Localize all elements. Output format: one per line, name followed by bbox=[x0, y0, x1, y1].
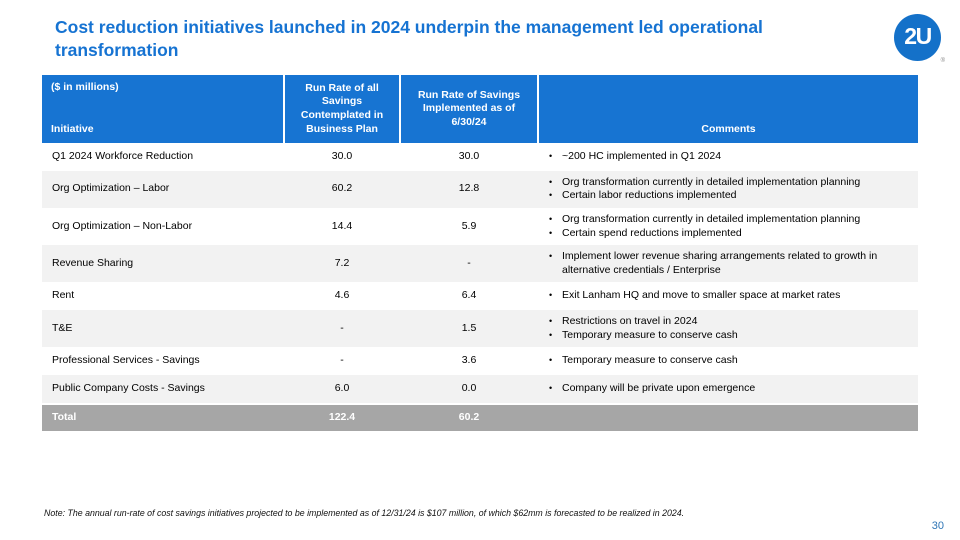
comment-item: Org transformation currently in detailed… bbox=[544, 176, 892, 190]
comments-cell: ~200 HC implemented in Q1 2024 bbox=[538, 143, 918, 171]
table-row: Org Optimization – Labor 60.2 12.8 Org t… bbox=[42, 170, 918, 208]
comment-item: Certain labor reductions implemented bbox=[544, 189, 892, 203]
initiative-cell: Q1 2024 Workforce Reduction bbox=[52, 150, 194, 162]
logo-circle: 2U bbox=[894, 14, 941, 61]
initiative-cell: Revenue Sharing bbox=[42, 245, 284, 283]
comments-cell: Implement lower revenue sharing arrangem… bbox=[538, 245, 918, 283]
implemented-value-cell: 6.4 bbox=[461, 289, 477, 302]
implemented-value-cell: 1.5 bbox=[400, 310, 538, 348]
plan-value-cell: 4.6 bbox=[334, 289, 350, 302]
company-logo-2u: 2U ® bbox=[894, 14, 946, 66]
table-row: Public Company Costs - Savings 6.0 0.0 C… bbox=[42, 375, 918, 404]
plan-value-cell: 6.0 bbox=[284, 375, 400, 404]
total-label-cell: Total bbox=[42, 402, 284, 431]
comments-cell: Company will be private upon emergence bbox=[538, 375, 918, 404]
plan-value-cell: - bbox=[284, 310, 400, 348]
initiative-cell: Org Optimization – Labor bbox=[42, 170, 284, 208]
logo-text: 2U bbox=[904, 23, 932, 49]
col-header-plan: Run Rate of all Savings Contemplated in … bbox=[283, 75, 400, 143]
table-row: Professional Services - Savings - 3.6 Te… bbox=[42, 347, 918, 375]
implemented-value-cell: 0.0 bbox=[400, 375, 538, 404]
col-header-implemented: Run Rate of Savings Implemented as of 6/… bbox=[399, 75, 538, 143]
comment-item: Temporary measure to conserve cash bbox=[544, 329, 892, 343]
cost-reduction-table: ($ in millions) Initiative Run Rate of a… bbox=[42, 75, 918, 431]
initiative-cell: Org Optimization – Non-Labor bbox=[52, 219, 193, 232]
table-row: Q1 2024 Workforce Reduction 30.0 30.0 ~2… bbox=[42, 143, 918, 171]
table-row: T&E - 1.5 Restrictions on travel in 2024… bbox=[42, 310, 918, 348]
total-comments-cell bbox=[538, 402, 918, 431]
initiative-cell: Rent bbox=[52, 289, 75, 302]
table-row: Revenue Sharing 7.2 - Implement lower re… bbox=[42, 245, 918, 283]
col-header-comments: Comments bbox=[537, 75, 918, 143]
units-label: ($ in millions) bbox=[51, 81, 119, 93]
comment-item: Org transformation currently in detailed… bbox=[544, 213, 892, 227]
comment-item: Implement lower revenue sharing arrangem… bbox=[544, 250, 892, 277]
plan-value-cell: 30.0 bbox=[331, 150, 353, 162]
total-plan-cell: 122.4 bbox=[284, 402, 400, 431]
total-row: Total 122.4 60.2 bbox=[42, 402, 918, 431]
comment-item: Temporary measure to conserve cash bbox=[544, 354, 892, 368]
implemented-value-cell: 12.8 bbox=[400, 170, 538, 208]
implemented-value-cell: 3.6 bbox=[461, 354, 477, 367]
registered-trademark-mark: ® bbox=[940, 58, 945, 64]
comments-cell: Restrictions on travel in 2024 Temporary… bbox=[538, 310, 918, 348]
initiative-cell: Professional Services - Savings bbox=[52, 354, 200, 367]
comments-cell: Org transformation currently in detailed… bbox=[538, 208, 918, 245]
comment-item: Certain spend reductions implemented bbox=[544, 227, 892, 241]
comments-cell: Org transformation currently in detailed… bbox=[538, 170, 918, 208]
page-title: Cost reduction initiatives launched in 2… bbox=[55, 17, 763, 61]
implemented-value-cell: 5.9 bbox=[461, 219, 477, 232]
footnote: Note: The annual run-rate of cost saving… bbox=[44, 508, 685, 518]
initiative-label: Initiative bbox=[51, 123, 94, 136]
comment-item: Restrictions on travel in 2024 bbox=[544, 315, 892, 329]
plan-value-cell: 60.2 bbox=[284, 170, 400, 208]
implemented-value-cell: - bbox=[400, 245, 538, 283]
implemented-value-cell: 30.0 bbox=[458, 150, 480, 162]
plan-value-cell: - bbox=[340, 354, 344, 367]
header-row: ($ in millions) Initiative Run Rate of a… bbox=[42, 75, 918, 143]
total-implemented-cell: 60.2 bbox=[400, 402, 538, 431]
table-body: Q1 2024 Workforce Reduction 30.0 30.0 ~2… bbox=[42, 143, 918, 431]
table-header: ($ in millions) Initiative Run Rate of a… bbox=[42, 75, 918, 143]
initiative-cell: T&E bbox=[42, 310, 284, 348]
table-row: Rent 4.6 6.4 Exit Lanham HQ and move to … bbox=[42, 282, 918, 310]
table-row: Org Optimization – Non-Labor 14.4 5.9 Or… bbox=[42, 208, 918, 245]
page-number: 30 bbox=[931, 520, 944, 532]
comments-cell: Exit Lanham HQ and move to smaller space… bbox=[538, 282, 918, 310]
plan-value-cell: 14.4 bbox=[331, 219, 353, 232]
initiative-cell: Public Company Costs - Savings bbox=[42, 375, 284, 404]
comment-item: ~200 HC implemented in Q1 2024 bbox=[544, 150, 892, 164]
col-header-initiative: ($ in millions) Initiative bbox=[42, 75, 284, 143]
plan-value-cell: 7.2 bbox=[284, 245, 400, 283]
comment-item: Company will be private upon emergence bbox=[544, 382, 892, 396]
comment-item: Exit Lanham HQ and move to smaller space… bbox=[544, 289, 892, 303]
comments-cell: Temporary measure to conserve cash bbox=[538, 347, 918, 375]
